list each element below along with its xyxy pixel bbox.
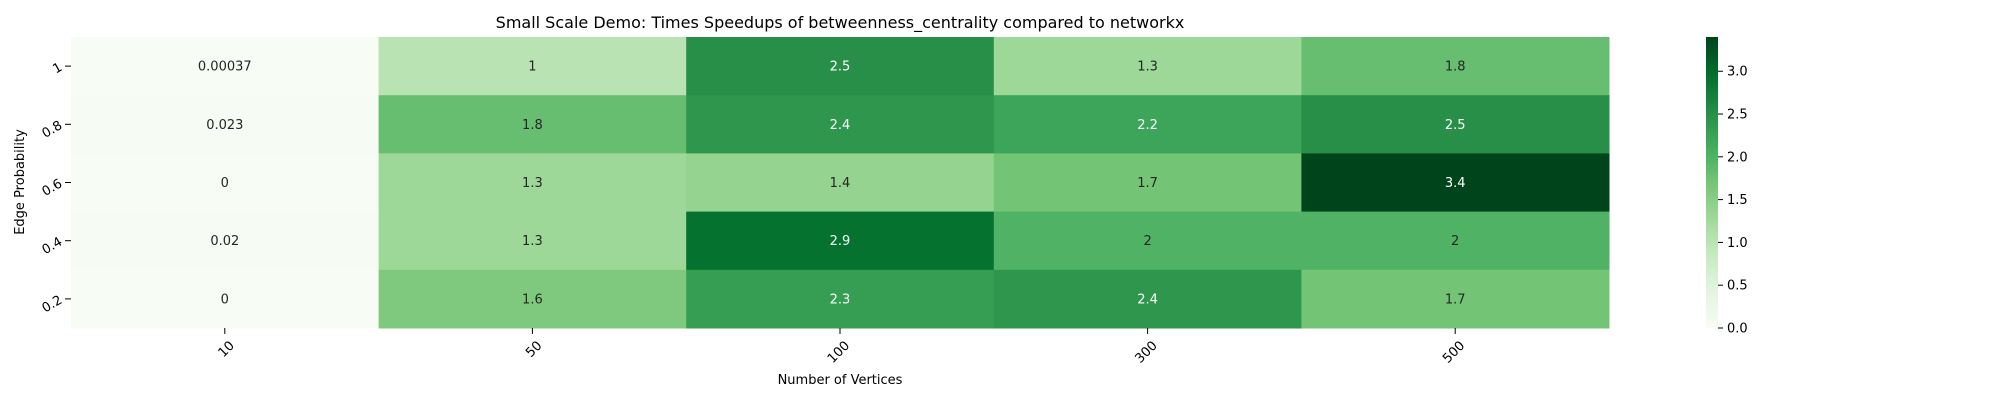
heatmap-cell bbox=[1301, 95, 1610, 154]
x-tick-label: 50 bbox=[523, 338, 545, 360]
cell-value-label: 2.2 bbox=[1137, 118, 1158, 133]
colorbar-tick-label: 1.0 bbox=[1727, 236, 1748, 251]
cell-value-label: 1.7 bbox=[1445, 292, 1466, 307]
cell-value-label: 1.3 bbox=[522, 176, 543, 191]
cell-value-label: 2.5 bbox=[830, 60, 851, 75]
x-axis: 10 50 100 300 500 bbox=[216, 328, 1468, 367]
cell-value-label: 1.8 bbox=[522, 118, 543, 133]
cell-value-label: 0.02 bbox=[210, 234, 239, 249]
cell-value-label: 2.9 bbox=[830, 234, 851, 249]
heatmap-cell bbox=[71, 95, 380, 154]
heatmap-cell bbox=[71, 269, 380, 329]
colorbar-tick-label: 0.5 bbox=[1727, 279, 1748, 294]
cell-value-label: 1 bbox=[528, 60, 536, 75]
heatmap-cell bbox=[993, 211, 1302, 271]
cell-value-label: 0 bbox=[221, 176, 229, 191]
cell-value-label: 2 bbox=[1143, 234, 1151, 249]
cell-value-label: 1.7 bbox=[1137, 176, 1158, 191]
heatmap-cell bbox=[1301, 153, 1610, 213]
heatmap-cell bbox=[378, 37, 687, 96]
cell-value-label: 0 bbox=[221, 292, 229, 307]
heatmap-cell bbox=[1301, 211, 1610, 271]
heatmap-cell bbox=[686, 269, 995, 329]
heatmap-cell bbox=[1301, 37, 1610, 96]
heatmap-cell bbox=[71, 37, 380, 96]
heatmap-cell bbox=[686, 211, 995, 271]
heatmap-cell bbox=[378, 153, 687, 213]
y-tick-label: 1 bbox=[50, 60, 65, 77]
heatmap-cell bbox=[993, 153, 1302, 213]
x-axis-title: Number of Vertices bbox=[778, 373, 903, 388]
heatmap-cell bbox=[993, 37, 1302, 96]
heatmap-cell bbox=[71, 153, 380, 213]
heatmap-cell bbox=[1301, 269, 1610, 329]
colorbar-gradient bbox=[1706, 37, 1718, 328]
y-axis-title: Edge Probability bbox=[13, 129, 28, 235]
cell-value-label: 2 bbox=[1451, 234, 1459, 249]
heatmap-cell bbox=[686, 153, 995, 213]
colorbar-tick-label: 1.5 bbox=[1727, 193, 1748, 208]
x-tick-label: 300 bbox=[1132, 338, 1160, 366]
cell-value-label: 2.4 bbox=[830, 118, 851, 133]
y-tick-label: 0.8 bbox=[40, 118, 65, 141]
heatmap-cell bbox=[378, 269, 687, 329]
cell-value-label: 2.5 bbox=[1445, 118, 1466, 133]
heatmap-cell bbox=[378, 211, 687, 271]
cell-value-labels: 0.00037 1 2.5 1.3 1.8 0.023 1.8 2.4 2.2 2.5 0 1.3 1.… bbox=[198, 60, 1466, 308]
cell-value-label: 1.4 bbox=[830, 176, 851, 191]
heatmap-cells bbox=[71, 37, 1610, 329]
cell-value-label: 3.4 bbox=[1445, 176, 1466, 191]
y-tick-label: 0.6 bbox=[40, 176, 65, 199]
y-tick-label: 0.4 bbox=[40, 235, 65, 258]
x-tick-label: 10 bbox=[216, 338, 238, 360]
cell-value-label: 2.4 bbox=[1137, 292, 1158, 307]
heatmap-cell bbox=[378, 95, 687, 154]
cell-value-label: 1.8 bbox=[1445, 60, 1466, 75]
heatmap-cell bbox=[993, 269, 1302, 329]
colorbar: 0.0 0.5 1.0 1.5 2.0 2.5 3.0 bbox=[1706, 37, 1748, 337]
colorbar-tick-label: 0.0 bbox=[1727, 322, 1748, 337]
cell-value-label: 2.3 bbox=[830, 292, 851, 307]
cell-value-label: 0.00037 bbox=[198, 60, 252, 75]
heatmap-cell bbox=[71, 211, 380, 271]
colorbar-tick-label: 2.5 bbox=[1727, 108, 1748, 123]
cell-value-label: 1.3 bbox=[1137, 60, 1158, 75]
heatmap-cell bbox=[686, 37, 995, 96]
heatmap-cell bbox=[993, 95, 1302, 154]
y-tick-label: 0.2 bbox=[40, 293, 65, 316]
x-tick-label: 100 bbox=[825, 338, 853, 366]
chart-title: Small Scale Demo: Times Speedups of betw… bbox=[496, 13, 1185, 33]
colorbar-tick-label: 2.0 bbox=[1727, 150, 1748, 165]
y-axis: 1 0.8 0.6 0.4 0.2 bbox=[40, 60, 71, 316]
cell-value-label: 0.023 bbox=[206, 118, 243, 133]
cell-value-label: 1.6 bbox=[522, 292, 543, 307]
x-tick-label: 500 bbox=[1440, 338, 1468, 366]
heatmap-cell bbox=[686, 95, 995, 154]
colorbar-tick-label: 3.0 bbox=[1727, 65, 1748, 80]
cell-value-label: 1.3 bbox=[522, 234, 543, 249]
